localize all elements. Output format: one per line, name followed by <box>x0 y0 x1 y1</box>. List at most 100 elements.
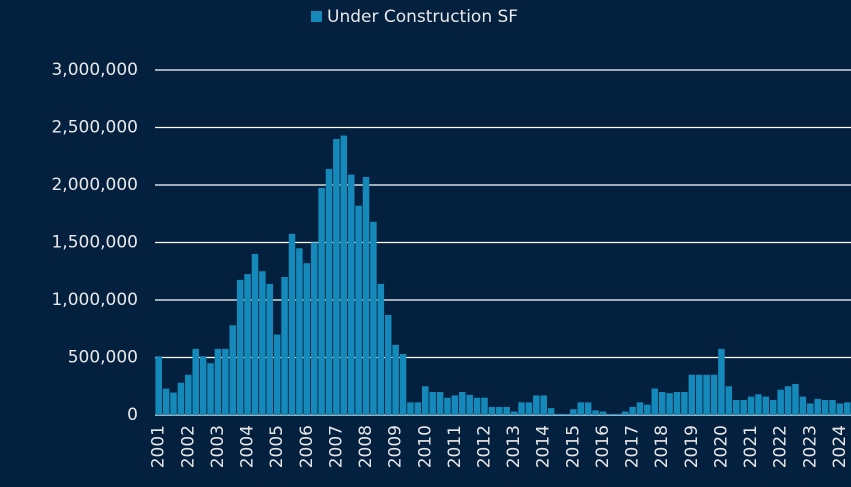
bar <box>666 393 673 415</box>
bar <box>658 392 666 415</box>
x-tick-label: 2009 <box>386 425 406 468</box>
bar <box>162 388 170 415</box>
bar <box>318 187 325 415</box>
bar <box>259 271 266 415</box>
x-tick-label: 2023 <box>800 425 820 468</box>
bar <box>651 388 659 415</box>
bar <box>510 411 518 415</box>
bar <box>592 410 599 415</box>
legend: Under Construction SF <box>311 7 518 27</box>
bar <box>429 392 436 415</box>
bar <box>333 139 340 415</box>
bar <box>451 395 459 415</box>
x-tick-label: 2016 <box>593 425 613 468</box>
bar <box>229 325 237 415</box>
bar <box>636 402 644 415</box>
bar <box>829 400 836 415</box>
bar <box>747 396 755 415</box>
bar <box>710 374 718 415</box>
bar <box>244 274 251 415</box>
y-tick-label: 2,000,000 <box>51 175 138 195</box>
bar <box>681 392 688 415</box>
bar <box>362 176 370 415</box>
bar <box>310 242 318 415</box>
y-tick-label: 3,000,000 <box>51 60 138 80</box>
bar <box>673 392 681 415</box>
bar <box>340 135 348 416</box>
bar <box>562 413 570 415</box>
x-tick-label: 2020 <box>711 425 731 468</box>
bar <box>807 403 814 415</box>
bar <box>688 374 696 415</box>
x-tick-label: 2019 <box>682 425 702 468</box>
x-tick-label: 2017 <box>623 425 643 468</box>
y-tick-label: 500,000 <box>68 348 138 368</box>
x-tick-label: 2013 <box>504 425 524 468</box>
bar <box>762 396 770 415</box>
bar <box>584 402 592 415</box>
y-tick-label: 0 <box>127 405 138 425</box>
bar <box>555 413 562 415</box>
x-tick-label: 2024 <box>830 425 850 468</box>
bar <box>273 334 281 415</box>
bar <box>421 386 429 415</box>
bar <box>725 386 733 415</box>
x-tick-label: 2022 <box>771 425 791 468</box>
bar <box>755 394 762 415</box>
bar <box>481 397 488 415</box>
x-tick-label: 2018 <box>652 425 672 468</box>
bar <box>303 263 311 415</box>
bar <box>777 389 784 415</box>
bar <box>399 354 407 415</box>
bar <box>185 374 192 415</box>
bar <box>703 374 710 415</box>
x-tick-label: 2007 <box>326 425 346 468</box>
bar <box>459 392 466 415</box>
bar <box>207 363 214 415</box>
bar <box>732 400 740 415</box>
bar <box>784 386 792 415</box>
bar <box>392 344 399 415</box>
bar <box>347 174 355 415</box>
x-tick-label: 2005 <box>267 425 287 468</box>
bar <box>814 398 821 415</box>
bar <box>547 408 555 415</box>
x-tick-label: 2011 <box>445 425 465 468</box>
bar <box>377 283 385 415</box>
bar <box>533 395 540 415</box>
bar <box>518 402 525 415</box>
bar <box>236 279 244 415</box>
x-tick-label: 2014 <box>534 425 554 468</box>
legend-label: Under Construction SF <box>327 7 518 27</box>
bar <box>607 413 614 415</box>
bar <box>629 406 636 415</box>
bar <box>570 409 577 415</box>
bar <box>488 406 496 415</box>
bar <box>540 395 547 415</box>
bar <box>718 348 725 415</box>
bar <box>266 283 274 415</box>
bar <box>155 356 162 415</box>
x-tick-label: 2010 <box>415 425 435 468</box>
y-tick-label: 1,500,000 <box>51 233 138 253</box>
x-tick-label: 2002 <box>178 425 198 468</box>
bar <box>444 397 451 415</box>
bar <box>821 400 829 415</box>
bar <box>695 374 703 415</box>
x-tick-label: 2006 <box>297 425 317 468</box>
bar <box>222 348 229 415</box>
y-tick-label: 2,500,000 <box>51 118 138 138</box>
bar <box>844 402 851 415</box>
bar <box>599 411 607 415</box>
bar <box>370 221 377 415</box>
bar <box>836 403 844 415</box>
bar <box>199 356 207 415</box>
legend-swatch <box>311 11 322 22</box>
bar <box>325 168 333 415</box>
bar <box>288 233 296 415</box>
bar <box>496 406 503 415</box>
bar <box>525 402 533 415</box>
bar <box>473 397 481 415</box>
bar <box>170 392 177 415</box>
